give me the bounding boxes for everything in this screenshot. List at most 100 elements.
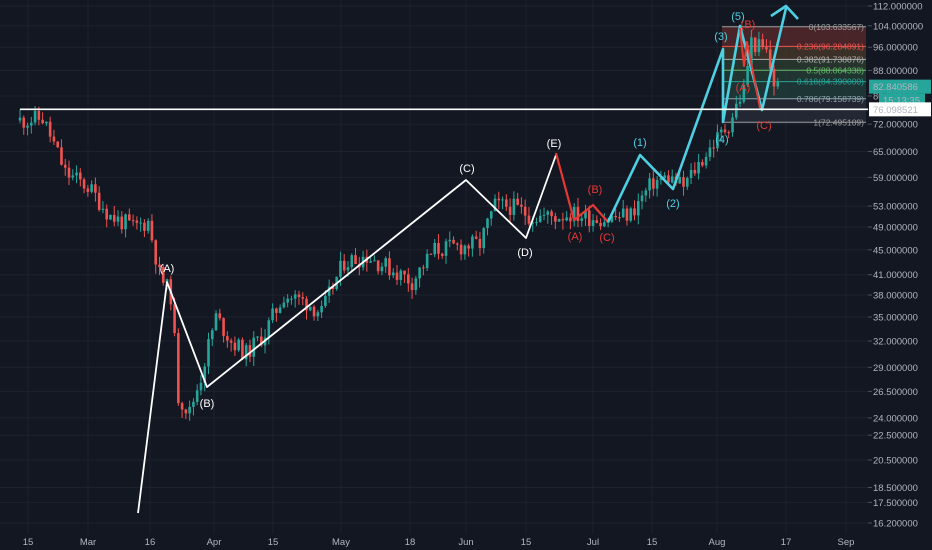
candle-body	[422, 267, 425, 269]
candle-body	[75, 172, 78, 176]
candle-body	[120, 216, 124, 230]
candle-body	[282, 302, 286, 308]
candle-body	[467, 245, 470, 249]
price-tick-label: 20.500000	[873, 456, 918, 467]
candle-body	[599, 222, 602, 227]
fib-level-label: 1(72.495109)	[813, 117, 864, 127]
candle-body	[742, 84, 746, 102]
candle-body	[18, 117, 22, 121]
candle-body	[297, 294, 301, 298]
candle-body	[723, 129, 727, 133]
candle-body	[101, 208, 105, 210]
candlestick-series	[18, 29, 780, 421]
candle-body	[667, 175, 670, 183]
time-tick-label: 15	[23, 537, 34, 548]
candle-body	[60, 147, 63, 165]
red-wave-label-A: (A)	[568, 231, 583, 243]
candle-body	[384, 258, 387, 267]
candle-body	[697, 162, 700, 174]
elliott-wave-annotations[interactable]: (A)(B)(C)(D)(E)(A)(B)(C)(1)(2)(3)(4)(5)(…	[137, 4, 799, 514]
price-tick-label: 22.500000	[873, 431, 918, 442]
impulse-label-2: (2)	[666, 198, 679, 210]
candle-body	[753, 37, 757, 53]
candle-body	[716, 132, 719, 149]
candle-body	[203, 366, 207, 383]
candle-body	[86, 188, 90, 192]
time-axis[interactable]: 15 Mar 16 Apr 15 May 18 Jun 15 Jul 15 Aug 17 Sep	[0, 534, 932, 550]
price-tick-label: 24.000000	[873, 413, 918, 424]
candle-body	[704, 156, 708, 166]
candle-body	[124, 214, 127, 230]
candle-body	[229, 340, 233, 343]
candle-body	[565, 217, 568, 221]
fibonacci-retracement[interactable]: 0(103.633567) 0.236(96.284891) 0.382(91.73…	[722, 22, 866, 128]
candle-body	[595, 220, 599, 223]
candle-body	[373, 260, 376, 262]
candle-body	[41, 119, 44, 124]
candle-body	[452, 239, 455, 244]
candle-body	[768, 49, 772, 69]
candle-body	[772, 68, 776, 87]
candle-body	[587, 210, 591, 227]
candle-body	[493, 198, 497, 212]
wave-label-C: (C)	[459, 163, 474, 175]
candle-body	[685, 178, 689, 187]
candle-body	[391, 272, 395, 276]
projection-arrowhead	[770, 4, 799, 20]
candle-body	[591, 220, 595, 227]
candle-body	[30, 122, 33, 126]
time-tick-label: 18	[405, 537, 416, 548]
candle-body	[45, 121, 48, 124]
candle-body	[267, 320, 271, 338]
candle-body	[252, 337, 256, 357]
candle-body	[143, 222, 146, 231]
candle-body	[508, 206, 512, 215]
time-tick-label: Aug	[709, 537, 726, 548]
white-abcde-wave[interactable]	[137, 154, 557, 514]
secondary-label-B: (B)	[741, 19, 756, 31]
price-tick-label: 96.000000	[873, 43, 918, 54]
candle-body	[222, 318, 225, 337]
candle-body	[218, 313, 222, 319]
candle-body	[293, 294, 297, 299]
candle-body	[188, 406, 191, 414]
red-secondary-abc[interactable]	[739, 27, 761, 109]
candle-body	[757, 39, 761, 53]
fib-zone	[722, 70, 866, 82]
candle-body	[339, 260, 342, 277]
candle-body	[731, 117, 734, 133]
candle-body	[610, 216, 614, 222]
candle-body	[395, 272, 399, 280]
candle-body	[618, 217, 621, 219]
secondary-label-C: (C)	[756, 120, 771, 132]
candle-body	[520, 204, 523, 207]
candle-body	[271, 308, 274, 321]
candle-body	[63, 164, 67, 168]
candle-body	[248, 345, 252, 357]
candle-body	[557, 219, 561, 222]
candle-body	[305, 298, 308, 311]
candle-body	[301, 297, 305, 299]
candle-body	[437, 242, 440, 254]
candle-body	[237, 339, 240, 351]
candle-body	[354, 255, 357, 264]
candle-body	[735, 103, 738, 118]
candle-body	[158, 264, 161, 268]
candle-body	[629, 208, 633, 221]
candle-body	[471, 236, 474, 249]
candle-body	[516, 198, 519, 205]
candle-body	[523, 206, 527, 216]
fib-level-label: 0.382(91.738876)	[797, 54, 864, 64]
red-abc-correction[interactable]	[554, 152, 609, 223]
level-price-text: 76.098521	[873, 105, 918, 116]
candle-body	[474, 236, 478, 239]
time-tick-label: Jul	[587, 537, 599, 548]
time-tick-label: Jun	[458, 537, 473, 548]
price-tick-label: 88.000000	[873, 66, 918, 77]
candle-body	[463, 245, 467, 255]
impulse-label-4: (4)	[715, 134, 728, 146]
candle-body	[26, 125, 29, 128]
candle-body	[527, 215, 531, 224]
